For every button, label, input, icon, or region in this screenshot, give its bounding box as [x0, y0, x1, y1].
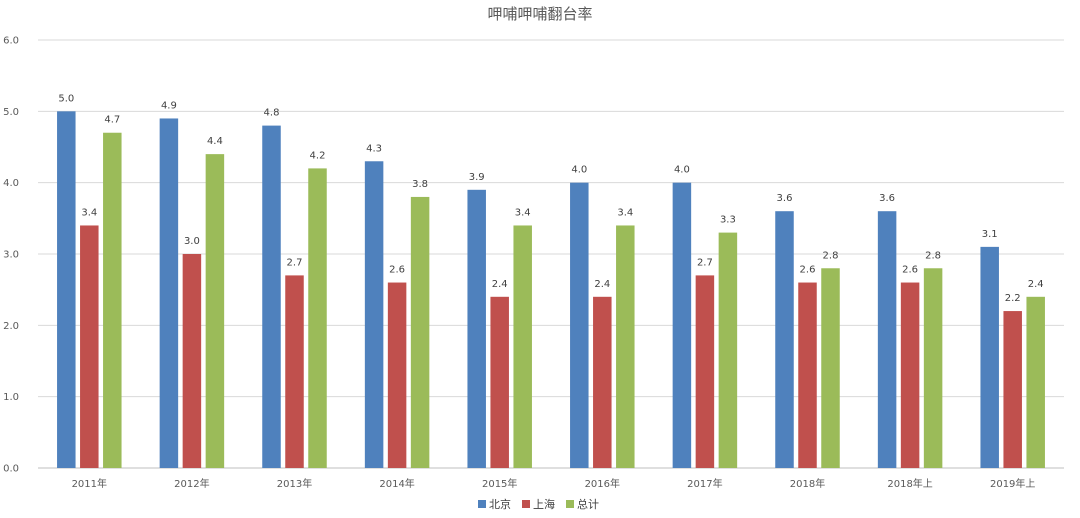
x-axis: 2011年 2012年 2013年 2014年 2015年 2016年 2017年 2018年… [72, 477, 1036, 490]
data-label: 2.4 [594, 279, 610, 290]
data-label: 5.0 [58, 93, 74, 104]
legend-swatch [566, 500, 574, 508]
legend-item: 北京 [478, 497, 511, 511]
bar [159, 118, 179, 468]
data-label: 2.2 [1005, 293, 1021, 304]
x-tick-label: 2015年 [482, 477, 517, 490]
x-tick-label: 2019年上 [990, 477, 1035, 490]
bars [57, 111, 1045, 469]
data-label: 2.8 [925, 250, 941, 261]
legend-label: 总计 [577, 497, 599, 511]
legend-swatch [522, 500, 530, 508]
bar [1026, 296, 1045, 468]
data-label: 2.4 [1028, 279, 1044, 290]
data-label: 2.7 [287, 257, 303, 268]
bar [775, 211, 794, 468]
bar [570, 182, 589, 468]
x-tick-label: 2017年 [687, 477, 722, 490]
data-label: 3.4 [81, 207, 97, 218]
data-label: 4.8 [264, 108, 280, 119]
bar [798, 282, 817, 468]
data-label: 2.4 [492, 279, 508, 290]
bar [593, 296, 612, 468]
legend-label: 上海 [533, 497, 555, 511]
data-label: 2.6 [389, 265, 405, 276]
data-label: 3.9 [469, 172, 485, 183]
x-tick-label: 2016年 [585, 477, 620, 490]
data-label: 2.7 [697, 257, 713, 268]
data-label: 4.2 [310, 150, 326, 161]
legend: 北京 上海 总计 [478, 497, 599, 511]
y-tick-label: 2.0 [3, 321, 19, 332]
bar [980, 246, 999, 468]
bar [285, 275, 304, 468]
bar [205, 154, 225, 468]
x-tick-label: 2011年 [72, 477, 107, 490]
x-tick-label: 2012年 [174, 477, 209, 490]
y-tick-label: 4.0 [3, 178, 19, 189]
data-label: 2.8 [823, 250, 839, 261]
bar [80, 225, 99, 468]
bar [923, 268, 943, 468]
x-tick-label: 2018年上 [887, 477, 932, 490]
bar [672, 182, 692, 468]
legend-swatch [478, 500, 486, 508]
data-label: 4.0 [571, 165, 587, 176]
y-tick-label: 3.0 [3, 250, 19, 261]
data-label: 3.6 [777, 193, 793, 204]
chart-title: 呷哺呷哺翻台率 [487, 5, 592, 23]
data-label: 4.0 [674, 165, 690, 176]
data-label: 3.1 [982, 229, 998, 240]
bar [57, 111, 76, 468]
data-label: 3.3 [720, 215, 736, 226]
bar [262, 125, 281, 468]
data-label: 2.6 [800, 265, 816, 276]
data-label: 2.6 [902, 265, 918, 276]
data-label: 4.7 [104, 115, 120, 126]
bar [467, 189, 486, 469]
data-label: 3.4 [515, 207, 531, 218]
bar [103, 132, 122, 468]
data-label: 4.9 [161, 100, 177, 111]
legend-label: 北京 [489, 497, 511, 511]
bar [490, 296, 509, 468]
legend-item: 总计 [566, 497, 599, 511]
y-tick-label: 6.0 [3, 36, 19, 47]
data-labels: 5.0 3.4 4.7 4.9 3.0 4.4 4.8 2.7 4.2 4.3 2.6 3.8 3.9 2… [58, 93, 1043, 304]
data-label: 3.6 [879, 193, 895, 204]
y-tick-label: 1.0 [3, 392, 19, 403]
data-label: 3.0 [184, 236, 200, 247]
x-tick-label: 2018年 [790, 477, 825, 490]
bar [718, 232, 738, 468]
x-tick-label: 2013年 [277, 477, 312, 490]
bar [900, 282, 920, 468]
data-label: 3.4 [617, 207, 633, 218]
bar [695, 275, 715, 468]
data-label: 4.4 [207, 136, 223, 147]
bar [182, 254, 202, 468]
bar [410, 196, 430, 468]
bar [877, 211, 897, 468]
bar [513, 225, 532, 468]
y-tick-label: 5.0 [3, 107, 19, 118]
data-label: 3.8 [412, 179, 428, 190]
x-tick-label: 2014年 [379, 477, 414, 490]
bar [387, 282, 407, 468]
data-label: 4.3 [366, 143, 382, 154]
bar [364, 161, 384, 468]
bar [616, 225, 635, 468]
legend-item: 上海 [522, 497, 555, 511]
bar [1003, 311, 1022, 468]
y-tick-label: 0.0 [3, 464, 19, 475]
bar [308, 168, 327, 468]
bar [821, 268, 840, 468]
y-axis: 0.0 1.0 2.0 3.0 4.0 5.0 6.0 [3, 36, 19, 475]
